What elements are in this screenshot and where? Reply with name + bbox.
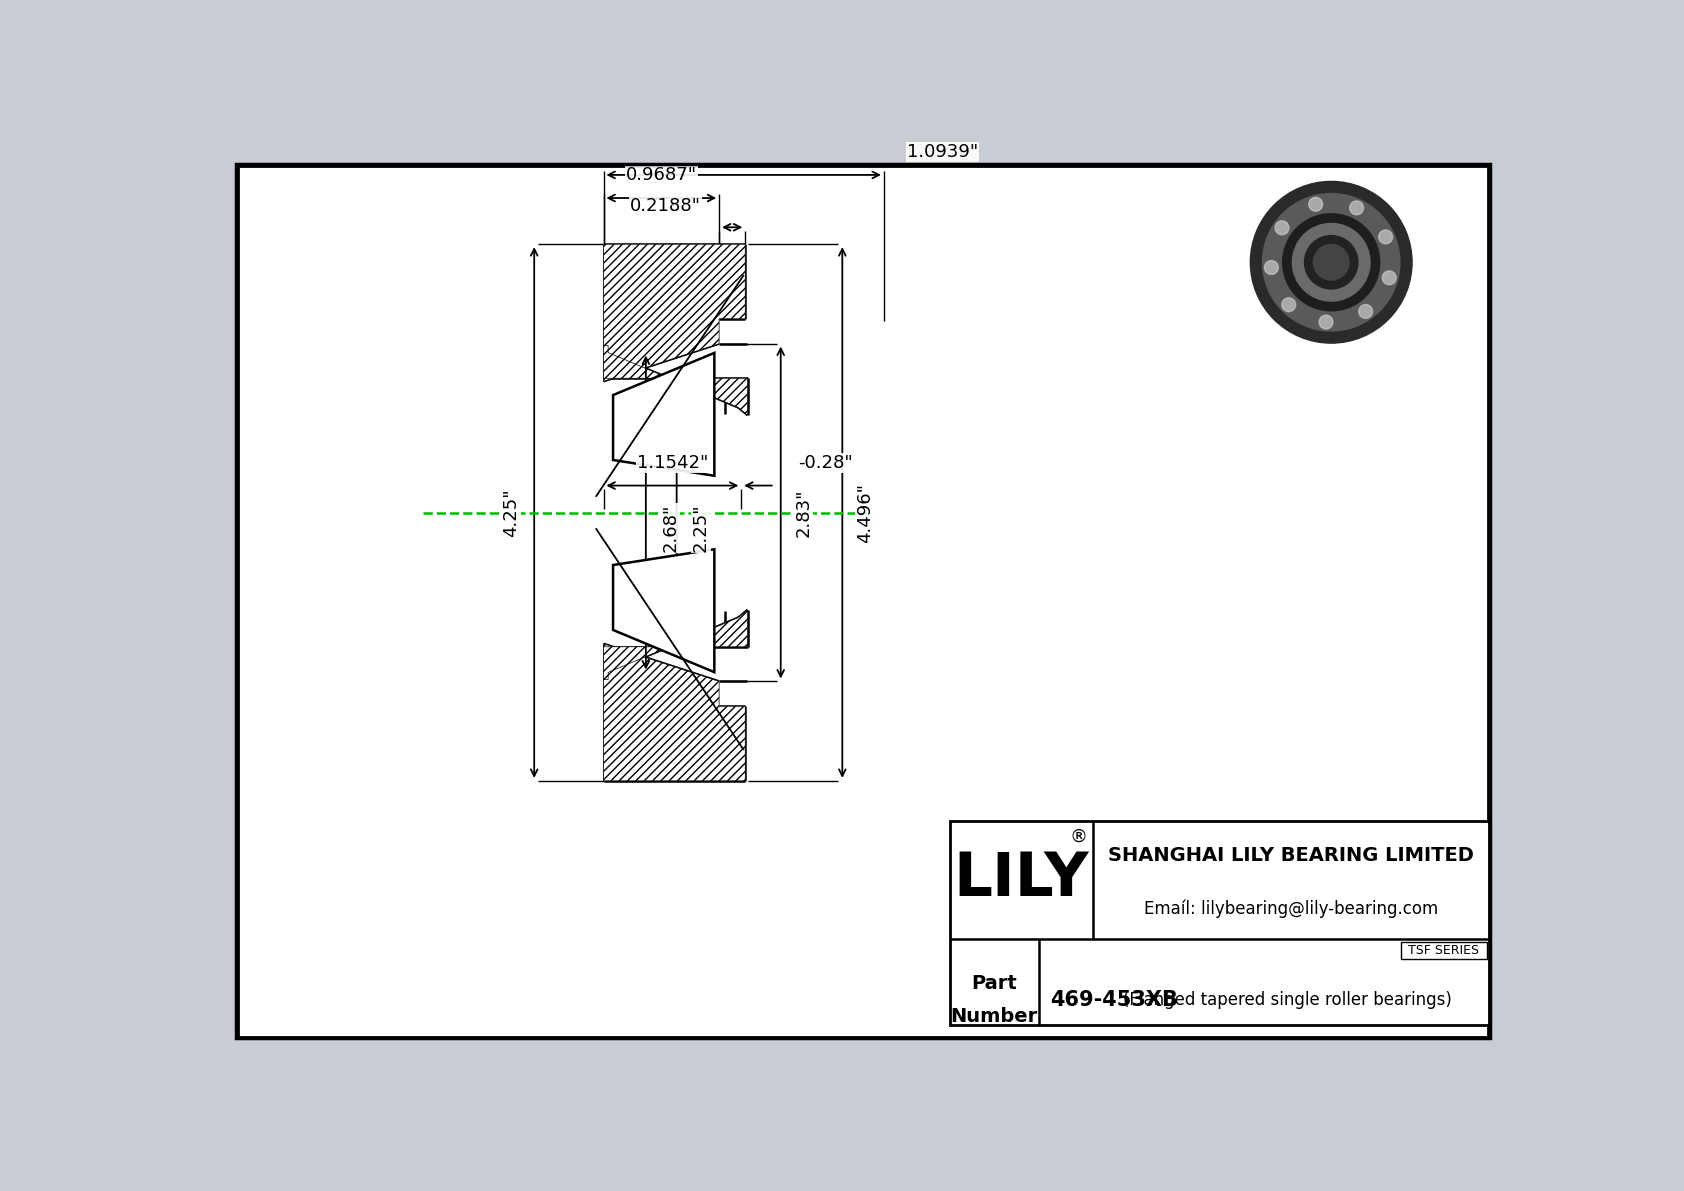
Text: 4.496": 4.496"	[855, 482, 874, 543]
Text: 2.68": 2.68"	[662, 504, 679, 553]
Text: -0.28": -0.28"	[798, 454, 852, 472]
Circle shape	[1283, 213, 1379, 311]
Circle shape	[1379, 230, 1393, 244]
Text: Part: Part	[972, 974, 1017, 993]
Circle shape	[1250, 181, 1413, 343]
Text: (Flanged tapered single roller bearings): (Flanged tapered single roller bearings)	[1123, 991, 1452, 1009]
Circle shape	[1282, 298, 1295, 312]
Circle shape	[1275, 220, 1288, 235]
Text: 2.83": 2.83"	[795, 488, 813, 537]
Text: SHANGHAI LILY BEARING LIMITED: SHANGHAI LILY BEARING LIMITED	[1108, 846, 1474, 865]
Text: Number: Number	[951, 1006, 1037, 1025]
Bar	[950, 821, 1489, 1024]
Text: LILY: LILY	[953, 850, 1090, 909]
Text: 1.1542": 1.1542"	[637, 454, 707, 472]
Circle shape	[1308, 198, 1322, 211]
Polygon shape	[603, 244, 746, 381]
Circle shape	[1359, 305, 1372, 318]
Polygon shape	[613, 549, 714, 672]
Circle shape	[1349, 201, 1364, 214]
Bar	[1401, 942, 1487, 959]
Polygon shape	[603, 610, 748, 680]
Text: 4.25": 4.25"	[502, 488, 520, 537]
Circle shape	[1319, 316, 1334, 329]
Circle shape	[1263, 194, 1399, 331]
Text: 0.2188": 0.2188"	[630, 197, 701, 214]
Text: 0.9687": 0.9687"	[626, 167, 697, 185]
Polygon shape	[603, 644, 746, 781]
Circle shape	[1292, 224, 1371, 301]
Text: 2.25": 2.25"	[692, 504, 711, 553]
Text: Emaíl: lilybearing@lily-bearing.com: Emaíl: lilybearing@lily-bearing.com	[1143, 899, 1438, 917]
Circle shape	[1383, 270, 1396, 285]
Polygon shape	[603, 345, 748, 416]
Text: 469-453XB: 469-453XB	[1051, 990, 1179, 1010]
Circle shape	[1305, 236, 1357, 289]
Circle shape	[1314, 244, 1349, 280]
Text: ®: ®	[1069, 828, 1088, 846]
Text: TSF SERIES: TSF SERIES	[1408, 944, 1479, 956]
Text: 1.0939": 1.0939"	[908, 143, 978, 161]
Polygon shape	[613, 353, 714, 475]
Circle shape	[1265, 261, 1278, 274]
